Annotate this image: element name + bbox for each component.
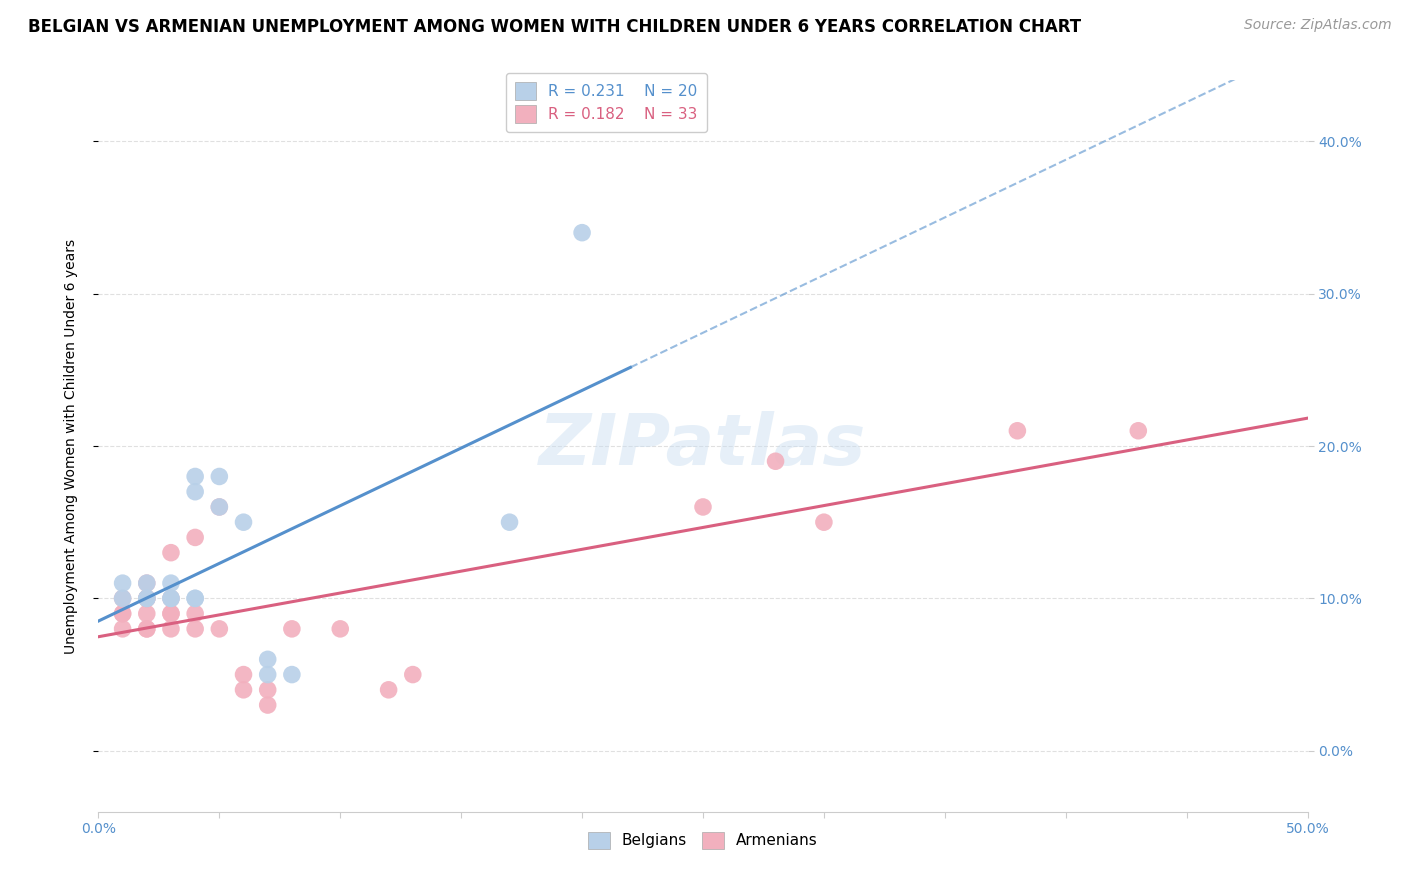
Point <box>111 591 134 606</box>
Point <box>498 515 520 529</box>
Point <box>184 484 207 499</box>
Point <box>329 622 352 636</box>
Point <box>1007 424 1029 438</box>
Point <box>232 682 254 697</box>
Point <box>160 607 183 621</box>
Point <box>232 515 254 529</box>
Point <box>135 591 157 606</box>
Point <box>111 591 134 606</box>
Point <box>281 667 304 681</box>
Point <box>232 667 254 681</box>
Point <box>184 622 207 636</box>
Text: Source: ZipAtlas.com: Source: ZipAtlas.com <box>1244 18 1392 32</box>
Point <box>160 591 183 606</box>
Point <box>111 607 134 621</box>
Point <box>813 515 835 529</box>
Point <box>208 500 231 514</box>
Y-axis label: Unemployment Among Women with Children Under 6 years: Unemployment Among Women with Children U… <box>63 238 77 654</box>
Point <box>571 226 593 240</box>
Point <box>184 469 207 483</box>
Point <box>160 546 183 560</box>
Point <box>160 591 183 606</box>
Point <box>135 591 157 606</box>
Point <box>184 530 207 544</box>
Legend: Belgians, Armenians: Belgians, Armenians <box>582 825 824 855</box>
Point <box>256 682 278 697</box>
Point <box>135 591 157 606</box>
Point <box>184 591 207 606</box>
Point <box>184 607 207 621</box>
Point <box>135 576 157 591</box>
Point <box>135 576 157 591</box>
Point <box>135 607 157 621</box>
Point <box>135 622 157 636</box>
Point <box>402 667 425 681</box>
Point <box>256 698 278 712</box>
Point <box>208 500 231 514</box>
Point <box>692 500 714 514</box>
Point <box>281 622 304 636</box>
Point <box>377 682 399 697</box>
Point <box>135 591 157 606</box>
Point <box>111 622 134 636</box>
Point <box>160 607 183 621</box>
Point <box>256 652 278 666</box>
Point <box>1128 424 1150 438</box>
Point <box>208 469 231 483</box>
Point <box>160 622 183 636</box>
Point <box>160 576 183 591</box>
Point <box>184 591 207 606</box>
Point <box>160 591 183 606</box>
Point <box>256 667 278 681</box>
Point <box>765 454 787 468</box>
Point <box>208 622 231 636</box>
Point <box>111 607 134 621</box>
Point <box>135 622 157 636</box>
Text: BELGIAN VS ARMENIAN UNEMPLOYMENT AMONG WOMEN WITH CHILDREN UNDER 6 YEARS CORRELA: BELGIAN VS ARMENIAN UNEMPLOYMENT AMONG W… <box>28 18 1081 36</box>
Text: ZIPatlas: ZIPatlas <box>540 411 866 481</box>
Point <box>111 576 134 591</box>
